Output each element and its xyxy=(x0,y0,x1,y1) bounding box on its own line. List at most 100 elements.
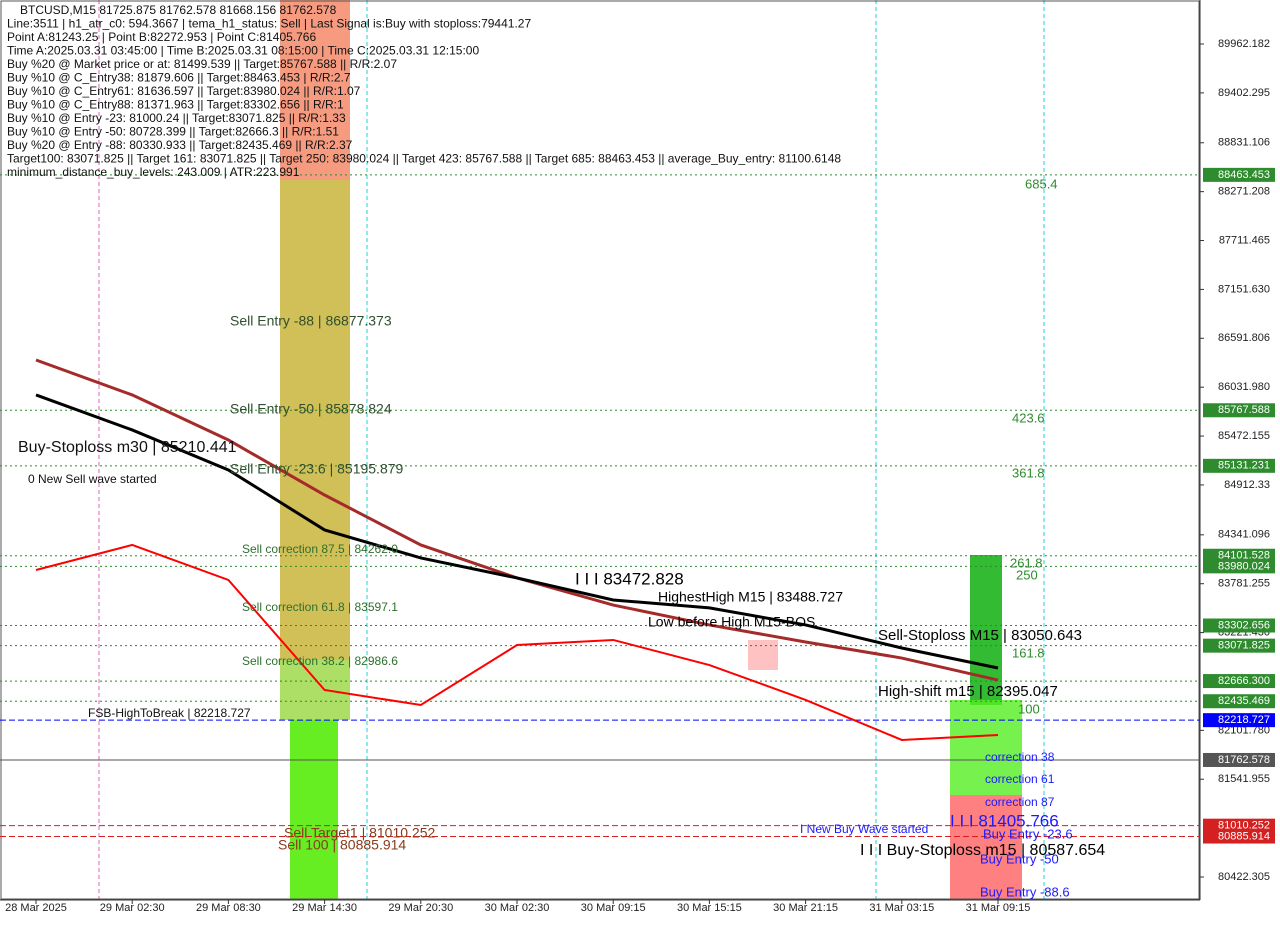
annotation: Sell correction 87.5 | 84262.0 xyxy=(242,542,398,556)
annotation: 250 xyxy=(1016,567,1038,582)
annotation: correction 61 xyxy=(985,772,1055,786)
price-tag-label: 85131.231 xyxy=(1218,460,1270,472)
annotation: 685.4 xyxy=(1025,176,1058,191)
zones xyxy=(280,0,1022,900)
annotation: Buy Entry -23.6 xyxy=(983,826,1073,841)
annotation: I I I Buy-Stoploss m15 | 80587.654 xyxy=(860,842,1105,859)
annotation: 423.6 xyxy=(1012,410,1045,425)
y-tick-label: 89962.182 xyxy=(1218,38,1270,50)
header-line: Buy %10 @ Entry -50: 80728.399 || Target… xyxy=(7,125,339,139)
annotation: Sell correction 38.2 | 82986.6 xyxy=(242,654,398,668)
x-tick-label: 30 Mar 02:30 xyxy=(485,902,550,914)
price-tag xyxy=(1203,818,1275,833)
annotation: Sell Target1 | 81010.252 xyxy=(284,825,435,841)
annotation: I I I 81405.766 xyxy=(950,811,1059,830)
annotation: 361.8 xyxy=(1012,465,1045,480)
annotation: Buy Entry -50 xyxy=(980,851,1059,866)
y-tick-label: 86031.980 xyxy=(1218,381,1270,393)
price-tag xyxy=(1203,713,1275,728)
price-tag-label: 82435.469 xyxy=(1218,695,1270,707)
price-tag-label: 82218.727 xyxy=(1218,714,1270,726)
header-line: Target100: 83071.825 || Target 161: 8307… xyxy=(7,152,841,166)
zone xyxy=(748,640,778,670)
annotation: Buy Entry -88.6 xyxy=(980,884,1070,899)
x-tick-label: 29 Mar 02:30 xyxy=(100,902,165,914)
header-line: Buy %20 @ Market price or at: 81499.539 … xyxy=(7,57,397,71)
zone xyxy=(290,720,338,900)
y-tick-label: 87151.630 xyxy=(1218,283,1270,295)
x-tick-label: 30 Mar 15:15 xyxy=(677,902,742,914)
price-tag xyxy=(1203,559,1275,574)
y-tick-label: 88271.208 xyxy=(1218,186,1270,198)
annotation: 261.8 xyxy=(1010,555,1043,570)
price-tag xyxy=(1203,403,1275,418)
y-tick-label: 81541.955 xyxy=(1218,773,1270,785)
y-tick-label: 83781.255 xyxy=(1218,578,1270,590)
zone xyxy=(950,795,1022,900)
annotation: Sell 100 | 80885.914 xyxy=(278,837,406,853)
price-tag xyxy=(1203,167,1275,182)
annotation: Buy-Stoploss m30 | 85210.441 xyxy=(18,439,237,456)
x-tick-label: 29 Mar 14:30 xyxy=(292,902,357,914)
header-line: Point A:81243.25 | Point B:82272.953 | P… xyxy=(7,30,316,44)
annotation: Sell Entry -23.6 | 85195.879 xyxy=(230,461,404,477)
annotation: HighestHigh M15 | 83488.727 xyxy=(658,589,843,605)
x-tick-label: 30 Mar 21:15 xyxy=(773,902,838,914)
annotation: Sell-Stoploss M15 | 83050.643 xyxy=(878,627,1082,644)
annotation: Sell Entry -88 | 86877.373 xyxy=(230,313,392,329)
annotation: Sell correction 61.8 | 83597.1 xyxy=(242,600,398,614)
y-tick-label: 84912.33 xyxy=(1224,479,1270,491)
price-tag-label: 82666.300 xyxy=(1218,675,1270,687)
price-tag xyxy=(1203,548,1275,563)
annotation: Low before High M15-BOS xyxy=(648,614,815,630)
x-tick-label: 31 Mar 09:15 xyxy=(966,902,1031,914)
y-tick-label: 89402.295 xyxy=(1218,87,1270,99)
y-tick-label: 88831.106 xyxy=(1218,137,1270,149)
header-line: Buy %10 @ C_Entry88: 81371.963 || Target… xyxy=(7,98,344,112)
y-tick-label: 84341.096 xyxy=(1218,529,1270,541)
price-tag xyxy=(1203,618,1275,633)
y-tick-label: 82101.780 xyxy=(1218,724,1270,736)
annotation: correction 38 xyxy=(985,750,1055,764)
annotation: High-shift m15 | 82395.047 xyxy=(878,683,1058,700)
price-tag-label: 85767.588 xyxy=(1218,404,1270,416)
y-tick-label: 80422.305 xyxy=(1218,871,1270,883)
y-tick-label: 87711.465 xyxy=(1219,234,1270,246)
price-tag xyxy=(1203,458,1275,473)
price-tag-label: 83980.024 xyxy=(1218,560,1270,572)
price-tag-label: 81762.578 xyxy=(1218,754,1270,766)
header-line: Buy %20 @ Entry -88: 80330.933 || Target… xyxy=(7,138,353,152)
y-tick-label: 85472.155 xyxy=(1218,430,1270,442)
price-tag xyxy=(1203,638,1275,653)
price-tag xyxy=(1203,752,1275,767)
x-tick-label: 29 Mar 08:30 xyxy=(196,902,261,914)
annotation: 0 New Sell wave started xyxy=(28,472,157,486)
zone xyxy=(280,180,350,660)
price-tag xyxy=(1203,829,1275,844)
annotation: FSB-HighToBreak | 82218.727 xyxy=(88,706,251,720)
price-tag xyxy=(1203,694,1275,709)
price-tag-label: 88463.453 xyxy=(1218,169,1270,181)
header-line: Line:3511 | h1_atr_c0: 594.3667 | tema_h… xyxy=(7,17,531,31)
header-line: Buy %10 @ Entry -23: 81000.24 || Target:… xyxy=(7,111,346,125)
annotation: Sell Entry -50 | 85878.824 xyxy=(230,401,392,417)
x-tick-label: 31 Mar 03:15 xyxy=(869,902,934,914)
header-line: Buy %10 @ C_Entry61: 81636.597 || Target… xyxy=(7,84,361,98)
price-tag-label: 81010.252 xyxy=(1218,820,1270,832)
time-markers xyxy=(98,0,1045,900)
price-tag-label: 84101.528 xyxy=(1218,550,1270,562)
price-tag-label: 83302.656 xyxy=(1218,619,1270,631)
annotation: I New Buy Wave started xyxy=(800,822,928,836)
header-line: BTCUSD,M15 81725.875 81762.578 81668.156… xyxy=(20,3,337,17)
zone xyxy=(280,660,350,720)
x-tick-label: 30 Mar 09:15 xyxy=(581,902,646,914)
header-line: minimum_distance_buy_levels: 243.009 | A… xyxy=(7,165,300,179)
x-tick-label: 28 Mar 2025 xyxy=(5,902,67,914)
annotation: correction 87 xyxy=(985,795,1055,809)
price-tag xyxy=(1203,674,1275,689)
price-tag-label: 83071.825 xyxy=(1218,640,1270,652)
indicator-line xyxy=(35,543,999,741)
